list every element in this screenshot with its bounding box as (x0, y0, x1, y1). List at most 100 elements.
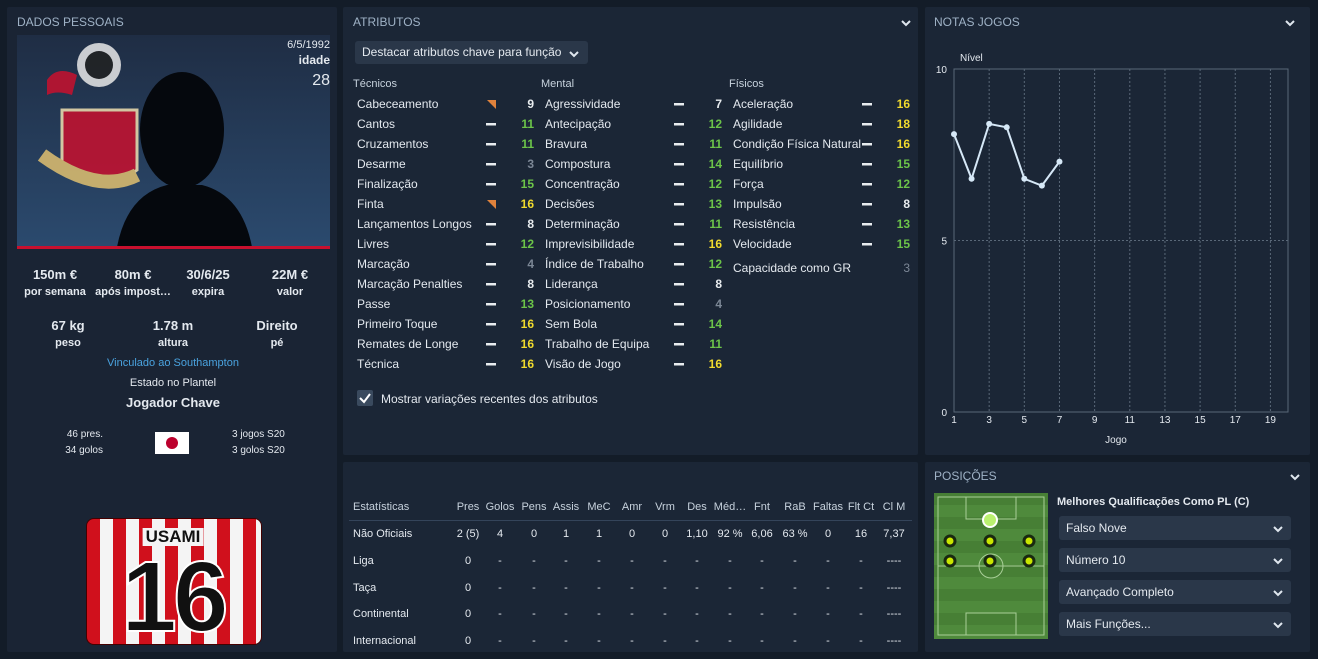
checkbox[interactable] (357, 390, 373, 406)
role-dropdown[interactable]: Mais Funções... (1059, 612, 1291, 636)
stat-cell: - (630, 608, 634, 620)
trend-flat-icon (485, 118, 497, 130)
stat-cell: - (728, 555, 732, 567)
role-dropdown[interactable]: Falso Nove (1059, 516, 1291, 540)
body-value: 67 kg (51, 318, 85, 333)
attribute-name: Visão de Jogo (545, 357, 621, 371)
dropdown-arrow[interactable] (568, 47, 580, 59)
stat-cell: - (826, 555, 830, 567)
attribute-name: Concentração (545, 177, 620, 191)
column-header: Golos (485, 501, 515, 513)
attribute-value: 12 (520, 237, 534, 251)
dropdown-arrow[interactable] (1272, 522, 1284, 534)
stat-cell: - (564, 635, 568, 647)
rating-point (1056, 158, 1063, 165)
trend-flat-icon (673, 278, 685, 290)
stat-cell: - (728, 582, 732, 594)
collapse-button[interactable] (1289, 470, 1301, 482)
stat-cell: - (760, 555, 764, 567)
trend-flat-icon (673, 178, 685, 190)
stat-cell: 0 (464, 555, 472, 567)
attribute-value: 12 (708, 117, 722, 131)
attribute-name: Sem Bola (545, 317, 598, 331)
attribute-value: 3 (527, 157, 534, 171)
group-title: Mental (541, 78, 575, 90)
stat-cell: 0 (464, 608, 472, 620)
stat-cell: 1 (562, 528, 570, 540)
body-label: peso (55, 337, 81, 349)
stat-cell: 0 (464, 582, 472, 594)
attribute-name: Finta (357, 197, 384, 211)
row-label: Continental (353, 608, 409, 620)
attribute-value: 11 (521, 137, 534, 151)
stat-cell: - (826, 635, 830, 647)
stat-cell: - (859, 582, 863, 594)
body-value: 1.78 m (152, 318, 194, 333)
highlight-dropdown[interactable]: Destacar atributos chave para função (355, 41, 588, 64)
trend-flat-icon (485, 298, 497, 310)
attribute-name: Técnica (357, 357, 400, 371)
y-axis-title: Nível (960, 53, 983, 64)
stat-cell: 4 (496, 528, 504, 540)
stat-cell: 1,10 (686, 528, 708, 540)
role-dropdown[interactable]: Avançado Completo (1059, 580, 1291, 604)
attribute-name: Primeiro Toque (357, 317, 438, 331)
stat-cell: ---- (886, 582, 902, 594)
stat-cell: 1 (595, 528, 603, 540)
trend-flat-icon (861, 198, 873, 210)
y-tick-label: 10 (936, 65, 948, 76)
attribute-value: 15 (896, 157, 910, 171)
x-tick-label: 9 (1092, 415, 1098, 426)
stat-cell: - (760, 608, 764, 620)
attribute-value: 12 (896, 177, 910, 191)
attribute-name: Marcação (357, 257, 410, 271)
youth-caps: 3 jogos S20 (232, 429, 285, 440)
statistics-panel (343, 462, 918, 652)
stat-cell: - (760, 635, 764, 647)
collapse-button[interactable] (900, 16, 912, 28)
stat-cell: 0 (530, 528, 538, 540)
trend-flat-icon (485, 258, 497, 270)
club-link[interactable]: Vinculado ao Southampton (107, 357, 239, 369)
x-tick-label: 19 (1265, 415, 1277, 426)
contract-value: 30/6/25 (186, 267, 230, 282)
column-header: Pens (521, 501, 547, 513)
role-dropdown[interactable]: Número 10 (1059, 548, 1291, 572)
caps: 46 pres. (66, 429, 103, 440)
stat-cell: - (532, 582, 536, 594)
attribute-name: Remates de Longe (357, 337, 459, 351)
attribute-name: Bravura (545, 137, 588, 151)
x-tick-label: 15 (1195, 415, 1207, 426)
attribute-name: Resistência (733, 217, 796, 231)
role-name: Mais Funções... (1066, 617, 1151, 631)
attribute-name: Desarme (357, 157, 406, 171)
attribute-value: 11 (709, 137, 722, 151)
stat-cell: - (859, 555, 863, 567)
position-dots (943, 512, 1036, 568)
attribute-name: Agressividade (545, 97, 621, 111)
goals: 34 golos (65, 445, 103, 456)
trend-flat-icon (485, 338, 497, 350)
x-tick-label: 17 (1230, 415, 1242, 426)
attribute-value: 16 (520, 317, 534, 331)
body-label: pé (270, 337, 284, 349)
shirt-name: USAMI (142, 528, 204, 546)
dropdown-arrow[interactable] (1272, 586, 1284, 598)
collapse-button[interactable] (1284, 16, 1296, 28)
stat-cell: 6,06 (751, 528, 773, 540)
dropdown-arrow[interactable] (1272, 618, 1284, 630)
contract-label: expira (191, 286, 225, 298)
contract-value: 150m € (32, 267, 78, 282)
attribute-value: 16 (896, 97, 910, 111)
stat-cell: 63 % (782, 528, 808, 540)
attribute-name: Marcação Penalties (357, 277, 463, 291)
column-header: Estatísticas (353, 501, 410, 513)
contract-label: por semana (24, 286, 86, 298)
attribute-value: 11 (521, 117, 534, 131)
contract-value: 22M € (271, 267, 309, 282)
trend-flat-icon (673, 318, 685, 330)
stat-cell: - (728, 608, 732, 620)
squad-status: Jogador Chave (126, 395, 220, 410)
stat-cell: - (597, 555, 601, 567)
dropdown-arrow[interactable] (1272, 554, 1284, 566)
